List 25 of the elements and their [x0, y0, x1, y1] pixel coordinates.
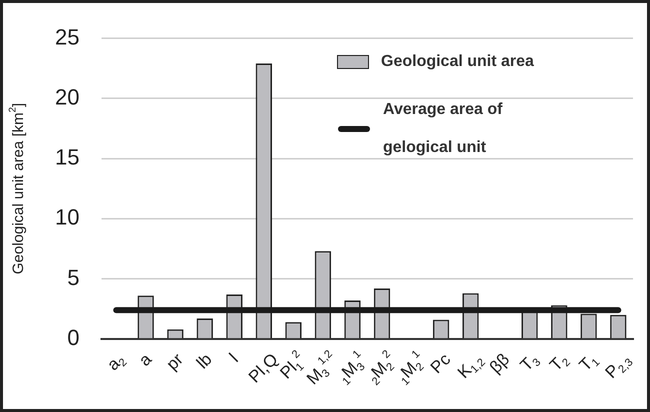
x-tick-label: M31,2 [303, 348, 336, 388]
x-tick-label: P2,3 [602, 356, 636, 382]
y-tick-label: 10 [54, 204, 80, 230]
x-tick-label: a [135, 349, 156, 370]
text: Average area of gelogical unit [383, 101, 502, 156]
x-tick-label: l [226, 350, 242, 366]
x-tick-label: lb [192, 350, 216, 373]
y-tick-label: 0 [67, 325, 80, 350]
y-tick-label: 25 [54, 24, 80, 50]
x-tick-label: pr [162, 349, 188, 374]
x-tick-label: 1M21 [397, 348, 427, 388]
y-tick-label: 5 [67, 264, 80, 290]
x-tick-label: a2 [103, 354, 130, 374]
x-tick-label: T3 [516, 354, 544, 375]
x-tick-label: T2 [546, 354, 573, 375]
x-tick-label: Pc [426, 349, 455, 378]
y-tick-label: 15 [54, 144, 80, 170]
x-tick-label: 1M31 [338, 348, 368, 388]
x-tick-label: 2M22 [368, 348, 398, 388]
y-tick-label: 20 [54, 84, 80, 110]
x-tick-label: K1,2 [454, 356, 488, 382]
y-axis-title: Geological unit area [km2] [8, 102, 28, 274]
legend-label: Geological unit area [381, 52, 535, 72]
x-tick-label: ββ [486, 350, 514, 377]
x-tick-label: T1 [576, 354, 602, 375]
